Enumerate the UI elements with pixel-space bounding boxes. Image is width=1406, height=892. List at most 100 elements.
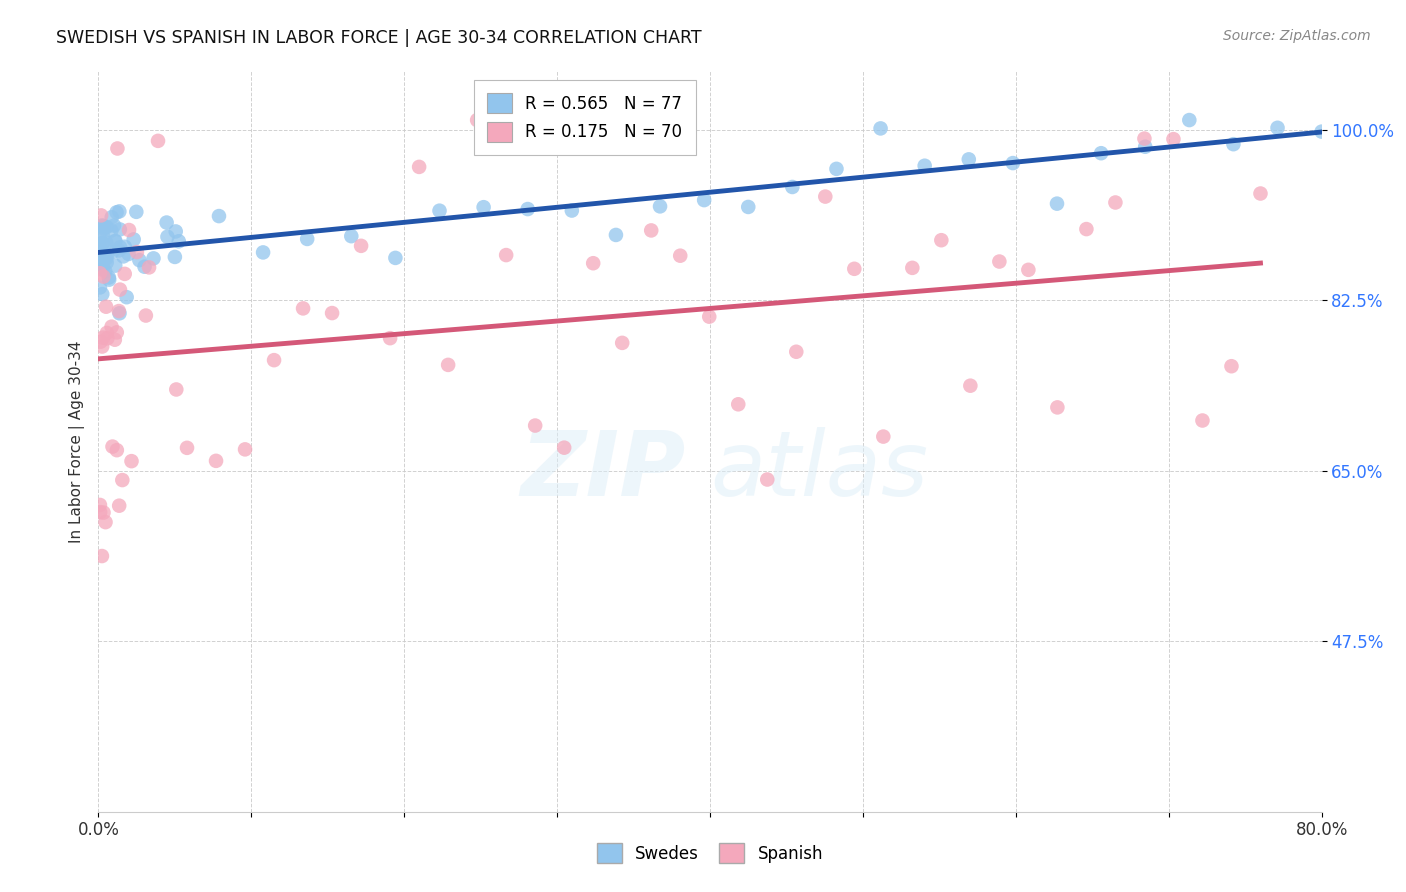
Point: [138, 260, 160, 275]
Point: [437, 358, 460, 372]
Point: [1133, 131, 1156, 145]
Point: [697, 310, 720, 324]
Point: [89, 498, 111, 512]
Point: [97, 270, 120, 285]
Point: [872, 429, 894, 443]
Text: Source: ZipAtlas.com: Source: ZipAtlas.com: [1223, 29, 1371, 43]
Point: [914, 159, 936, 173]
Point: [105, 443, 128, 458]
Point: [1090, 146, 1112, 161]
Point: [524, 418, 547, 433]
Point: [108, 244, 131, 258]
Point: [844, 261, 866, 276]
Point: [869, 121, 891, 136]
Point: [101, 440, 124, 454]
Point: [105, 326, 128, 340]
Point: [378, 331, 401, 345]
Point: [96, 331, 118, 345]
Point: [96, 219, 118, 234]
Point: [104, 333, 127, 347]
Point: [1191, 413, 1213, 427]
Point: [1220, 359, 1243, 374]
Point: [112, 249, 135, 263]
Legend: Swedes, Spanish: Swedes, Spanish: [591, 837, 830, 870]
Point: [103, 219, 125, 233]
Point: [901, 260, 924, 275]
Point: [94, 515, 117, 529]
Point: [90, 208, 112, 222]
Point: [165, 383, 187, 397]
Point: [104, 234, 127, 248]
Point: [98, 273, 121, 287]
Point: [94, 300, 117, 314]
Point: [89, 280, 111, 294]
Point: [125, 245, 148, 260]
Point: [384, 251, 406, 265]
Point: [114, 267, 136, 281]
Point: [89, 227, 111, 241]
Point: [142, 252, 165, 266]
Point: [93, 221, 115, 235]
Point: [1163, 132, 1185, 146]
Point: [785, 344, 807, 359]
Point: [115, 290, 138, 304]
Point: [292, 301, 315, 316]
Point: [146, 134, 169, 148]
Y-axis label: In Labor Force | Age 30-34: In Labor Force | Age 30-34: [69, 340, 84, 543]
Point: [233, 442, 256, 457]
Point: [134, 260, 156, 274]
Point: [429, 203, 451, 218]
Point: [93, 269, 115, 284]
Point: [111, 473, 134, 487]
Point: [90, 219, 112, 233]
Point: [1046, 196, 1069, 211]
Point: [91, 549, 114, 563]
Point: [737, 200, 759, 214]
Point: [108, 499, 131, 513]
Point: [176, 441, 198, 455]
Point: [1222, 137, 1244, 152]
Point: [167, 234, 190, 248]
Point: [91, 260, 114, 275]
Point: [553, 441, 575, 455]
Point: [89, 266, 111, 280]
Point: [128, 253, 150, 268]
Point: [101, 244, 124, 259]
Point: [117, 247, 139, 261]
Point: [1017, 263, 1039, 277]
Point: [89, 240, 111, 254]
Point: [90, 261, 112, 276]
Point: [693, 193, 716, 207]
Point: [959, 378, 981, 392]
Point: [93, 219, 115, 233]
Point: [91, 253, 114, 268]
Point: [1046, 401, 1069, 415]
Point: [96, 235, 118, 250]
Point: [91, 235, 114, 250]
Point: [89, 252, 111, 266]
Point: [89, 247, 111, 261]
Point: [825, 161, 848, 176]
Point: [165, 224, 187, 238]
Point: [121, 454, 143, 468]
Point: [1178, 113, 1201, 128]
Point: [1267, 120, 1289, 135]
Point: [108, 283, 131, 297]
Point: [756, 473, 779, 487]
Point: [640, 223, 662, 237]
Point: [582, 256, 605, 270]
Point: [516, 202, 538, 216]
Point: [91, 229, 114, 244]
Point: [957, 153, 980, 167]
Point: [96, 326, 118, 340]
Point: [90, 255, 112, 269]
Point: [125, 204, 148, 219]
Text: atlas: atlas: [710, 427, 928, 516]
Point: [1104, 195, 1126, 210]
Point: [263, 353, 285, 368]
Point: [94, 264, 117, 278]
Point: [96, 255, 118, 269]
Point: [782, 180, 804, 194]
Point: [1310, 125, 1333, 139]
Point: [163, 250, 186, 264]
